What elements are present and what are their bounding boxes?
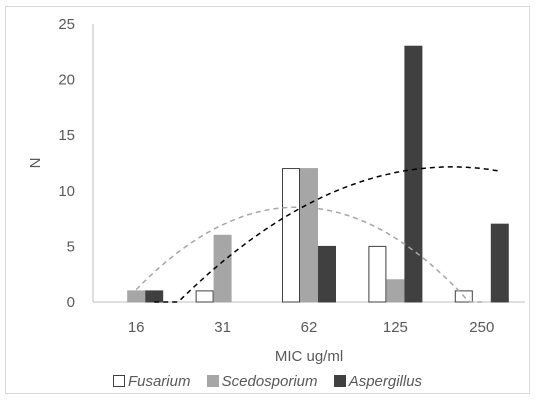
legend-swatch-fusarium [113,375,125,387]
bar-scedosporium-125 [387,280,404,302]
legend-label-fusarium: Fusarium [128,373,191,390]
y-tick-label: 15 [58,127,75,144]
bar-scedosporium-62 [301,169,318,302]
bar-scedosporium-16 [128,291,145,302]
y-axis-ticks: 0 5 10 15 20 25 [58,16,75,311]
y-axis-title: N [27,158,44,169]
legend-item-scedosporium: Scedosporium [207,373,318,390]
legend-item-aspergillus: Aspergillus [334,373,422,390]
y-tick-label: 0 [67,294,75,311]
y-tick-label: 25 [58,16,75,33]
legend: Fusarium Scedosporium Aspergillus [0,373,535,390]
legend-item-fusarium: Fusarium [113,373,191,390]
x-tick-label: 62 [301,319,318,336]
legend-swatch-scedosporium [207,375,219,387]
x-axis-ticks: 16 31 62 125 250 [128,319,494,336]
bar-aspergillus-250 [491,224,508,302]
x-tick-label: 125 [383,319,408,336]
bars [128,46,509,302]
bar-fusarium-125 [369,246,386,302]
bar-fusarium-62 [283,169,300,302]
bar-chart: 0 5 10 15 20 25 16 31 62 125 250 N MIC ug/ml [0,0,535,372]
bar-aspergillus-125 [405,46,422,302]
y-tick-label: 20 [58,72,75,89]
bar-fusarium-31 [196,291,213,302]
x-tick-label: 250 [469,319,494,336]
bar-aspergillus-62 [319,246,336,302]
bar-aspergillus-16 [146,291,163,302]
legend-swatch-aspergillus [334,375,346,387]
x-tick-label: 16 [128,319,145,336]
y-tick-label: 5 [67,238,75,255]
legend-label-aspergillus: Aspergillus [349,373,422,390]
x-axis-title: MIC ug/ml [275,348,343,365]
bar-scedosporium-31 [214,235,231,302]
legend-label-scedosporium: Scedosporium [222,373,318,390]
x-tick-label: 31 [214,319,231,336]
y-tick-label: 10 [58,183,75,200]
